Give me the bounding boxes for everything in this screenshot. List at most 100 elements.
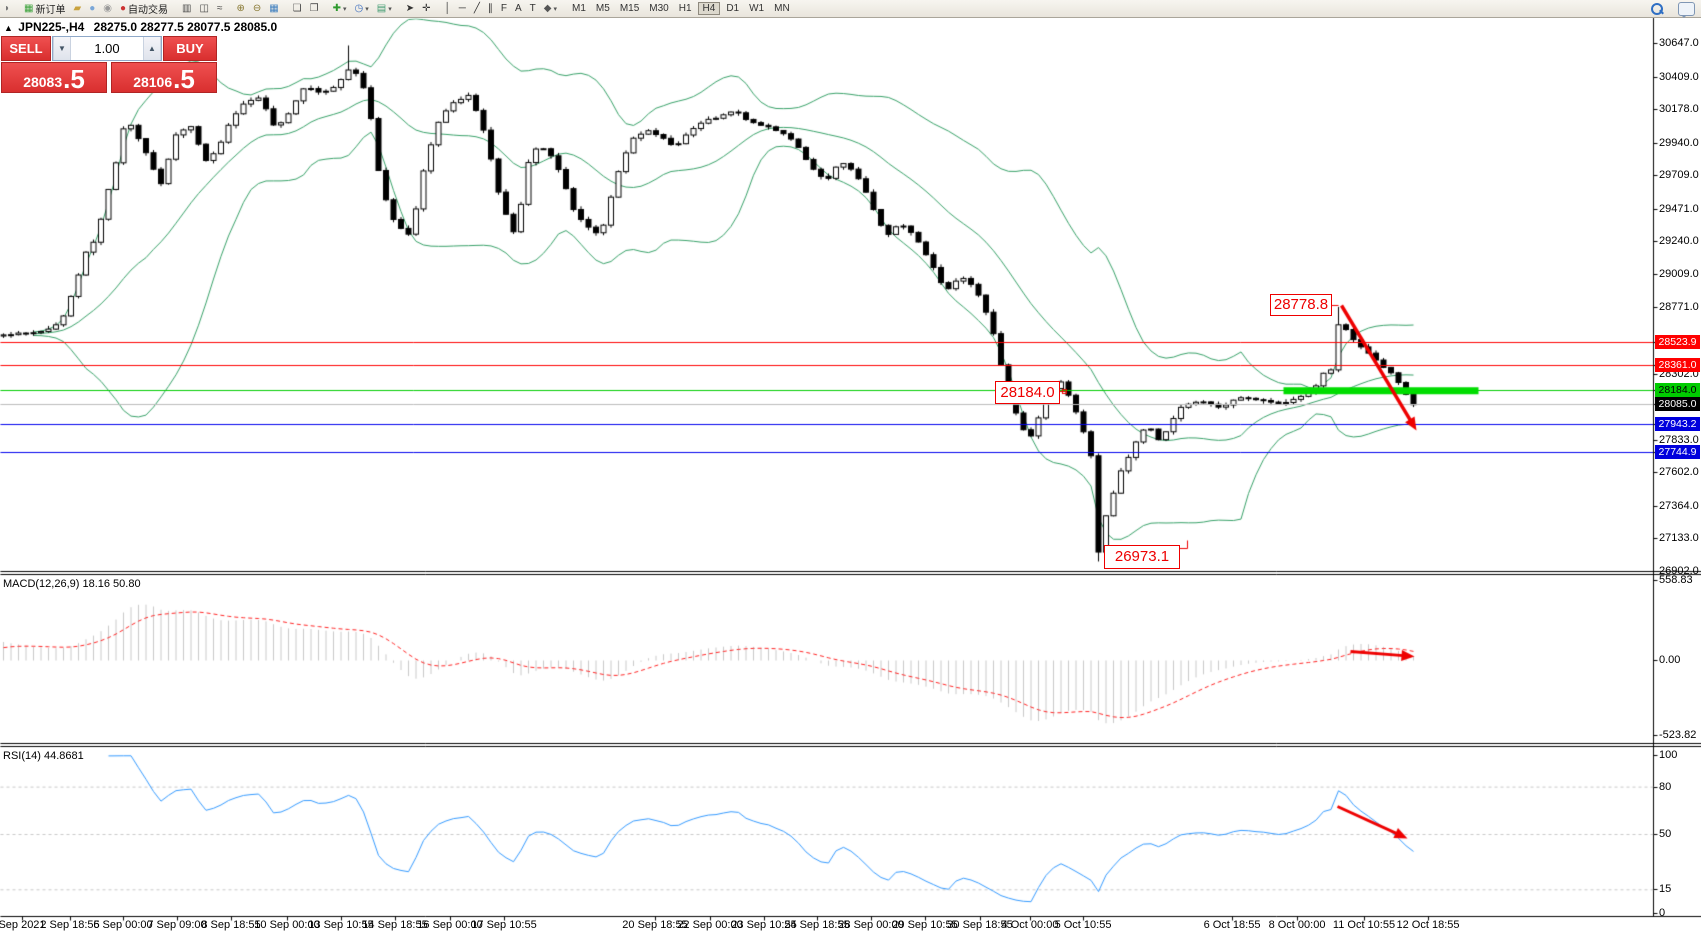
line-chart-icon[interactable]: ≈ xyxy=(214,1,226,16)
periods-button[interactable]: ◷ ▾ xyxy=(352,1,372,16)
channel-glyph: ∥ xyxy=(487,3,493,14)
templates-button[interactable]: ▤ ▾ xyxy=(374,1,395,16)
bar-chart-icon-glyph: ▥ xyxy=(182,3,192,14)
zoom-out-button[interactable]: ⊖ xyxy=(250,1,264,16)
chat-tail-icon xyxy=(1681,14,1687,18)
chat-icon[interactable]: 1 xyxy=(1678,1,1695,18)
candle-chart-icon[interactable]: ◫ xyxy=(196,1,211,16)
time-axis-label: 4 Oct 00:00 xyxy=(1001,919,1059,931)
price-axis-tick: 29940.0 xyxy=(1659,137,1699,149)
zoom-in-button[interactable]: ⊕ xyxy=(233,1,247,16)
volume-increase-button[interactable]: ▲ xyxy=(143,37,161,60)
ask-main: 28106 xyxy=(133,74,173,90)
sell-button[interactable]: SELL xyxy=(1,36,51,61)
text-button[interactable]: A xyxy=(512,1,525,16)
channel-button[interactable]: ∥ xyxy=(485,1,496,16)
cascade-windows-button[interactable]: ❏ xyxy=(290,1,305,16)
symbol-period-label: JPN225-,H4 xyxy=(18,20,85,34)
price-axis-tick: 26902.0 xyxy=(1659,565,1699,577)
zoom-out-glyph: ⊖ xyxy=(252,3,262,14)
price-level-badge: 27744.9 xyxy=(1655,445,1700,459)
ohlc-values: 28275.0 28277.5 28077.5 28085.0 xyxy=(93,20,278,34)
time-axis-label: 24 Sep 18:55 xyxy=(784,919,850,931)
buy-button[interactable]: BUY xyxy=(163,36,217,61)
sell-price[interactable]: 28083.5 xyxy=(1,62,107,93)
time-axis-label: 22 Sep 00:00 xyxy=(677,919,743,931)
main-toolbar: ◗ ▦ 新订单 ▰ ● ◉ ● 自动交易 ▥ ◫ ≈ ⊕ ⊖ ▦ ❏ ❐ ✚ ▾ ◷ ▾ ▤ ▾ ➤ ✛ │ ─ ╱ ∥ F A T ◆ ▾ M… xyxy=(0,0,1701,18)
horizontal-line-button[interactable]: ─ xyxy=(456,1,469,16)
volume-decrease-button[interactable]: ▼ xyxy=(53,37,71,60)
timeframe-m30[interactable]: M30 xyxy=(649,2,669,14)
magnifier-partial-icon[interactable]: ◗ xyxy=(1,1,13,16)
signal-icon[interactable]: ◉ xyxy=(100,1,115,16)
timeframe-h4[interactable]: H4 xyxy=(697,1,721,15)
price-axis-tick: 29471.0 xyxy=(1659,203,1699,215)
price-axis-tick: 28771.0 xyxy=(1659,301,1699,313)
timeframe-w1[interactable]: W1 xyxy=(749,2,765,14)
price-level-badge: 28085.0 xyxy=(1655,397,1700,411)
news-icon-glyph: ● xyxy=(89,3,96,14)
autotrade-button[interactable]: ● 自动交易 xyxy=(117,1,171,16)
arrange-windows-button[interactable]: ❐ xyxy=(307,1,322,16)
time-axis-label: 16 Sep 00:00 xyxy=(417,919,483,931)
shapes-button[interactable]: ◆ ▾ xyxy=(541,1,560,16)
timeframe-m15[interactable]: M15 xyxy=(619,2,640,14)
news-icon[interactable]: ● xyxy=(86,1,98,16)
price-axis-tick: 27364.0 xyxy=(1659,500,1699,512)
timeframe-buttons: M1 M5 M15 M30 H1 H4 D1 W1 MN xyxy=(567,1,795,16)
vertical-line-glyph: │ xyxy=(444,3,451,14)
price-annotation[interactable]: 26973.1 xyxy=(1104,545,1180,569)
autotrade-button-label: 自动交易 xyxy=(128,5,169,16)
macd-axis-tick: 0.00 xyxy=(1659,654,1681,666)
cursor-button[interactable]: ➤ xyxy=(403,1,417,16)
time-axis-label: 20 Sep 18:55 xyxy=(622,919,688,931)
search-icon[interactable] xyxy=(1650,2,1664,16)
label-button[interactable]: T xyxy=(527,1,539,16)
dropdown-caret-icon: ▾ xyxy=(388,5,392,13)
indicators-button[interactable]: ✚ ▾ xyxy=(330,1,350,16)
time-axis-label: 5 Oct 10:55 xyxy=(1054,919,1112,931)
fibonacci-button[interactable]: F xyxy=(498,1,510,16)
price-axis-tick: 30647.0 xyxy=(1659,37,1699,49)
bar-chart-icon[interactable]: ▥ xyxy=(179,1,194,16)
price-axis-tick: 27602.0 xyxy=(1659,466,1699,478)
timeframe-m5[interactable]: M5 xyxy=(595,2,610,14)
rsi-axis-tick: 50 xyxy=(1659,828,1672,840)
timeframe-m1[interactable]: M1 xyxy=(572,2,586,14)
cursor-glyph: ➤ xyxy=(405,3,415,14)
price-axis-tick: 29009.0 xyxy=(1659,268,1699,280)
buy-price[interactable]: 28106.5 xyxy=(111,62,217,93)
time-axis-label: 7 Sep 09:00 xyxy=(147,919,207,931)
price-axis-tick: 29709.0 xyxy=(1659,169,1699,181)
label-glyph: T xyxy=(529,3,536,14)
price-annotation[interactable]: 28778.8 xyxy=(1270,294,1332,316)
trendline-button[interactable]: ╱ xyxy=(471,1,483,16)
time-axis-label: 8 Oct 00:00 xyxy=(1268,919,1326,931)
new-order-button[interactable]: ▦ 新订单 xyxy=(21,1,68,16)
macd-axis-tick: 558.83 xyxy=(1659,574,1693,586)
time-axis-label: 10 Sep 00:00 xyxy=(254,919,320,931)
time-axis-label: 23 Sep 10:55 xyxy=(731,919,797,931)
signal-icon-glyph: ◉ xyxy=(103,3,112,14)
timeframe-h1[interactable]: H1 xyxy=(678,2,692,14)
timeframe-d1[interactable]: D1 xyxy=(726,2,740,14)
eraser-icon[interactable]: ▰ xyxy=(71,1,85,16)
tile-windows-button[interactable]: ▦ xyxy=(266,1,281,16)
vertical-line-button[interactable]: │ xyxy=(442,1,454,16)
price-axis-tick: 27833.0 xyxy=(1659,434,1699,446)
time-axis-label: 14 Sep 18:55 xyxy=(362,919,428,931)
zoom-in-glyph: ⊕ xyxy=(236,3,245,14)
horizontal-line-glyph: ─ xyxy=(458,3,466,14)
timeframe-mn[interactable]: MN xyxy=(774,2,790,14)
time-axis-label: 2 Sep 18:55 xyxy=(40,919,100,931)
trendline-glyph: ╱ xyxy=(473,3,480,14)
rsi-indicator-label: RSI(14) 44.8681 xyxy=(3,750,84,762)
price-annotation[interactable]: 28184.0 xyxy=(995,381,1060,404)
price-axis-tick: 29240.0 xyxy=(1659,235,1699,247)
crosshair-button[interactable]: ✛ xyxy=(419,1,433,16)
volume-input[interactable]: 1.00 xyxy=(94,41,120,56)
rsi-axis-tick: 80 xyxy=(1659,781,1672,793)
